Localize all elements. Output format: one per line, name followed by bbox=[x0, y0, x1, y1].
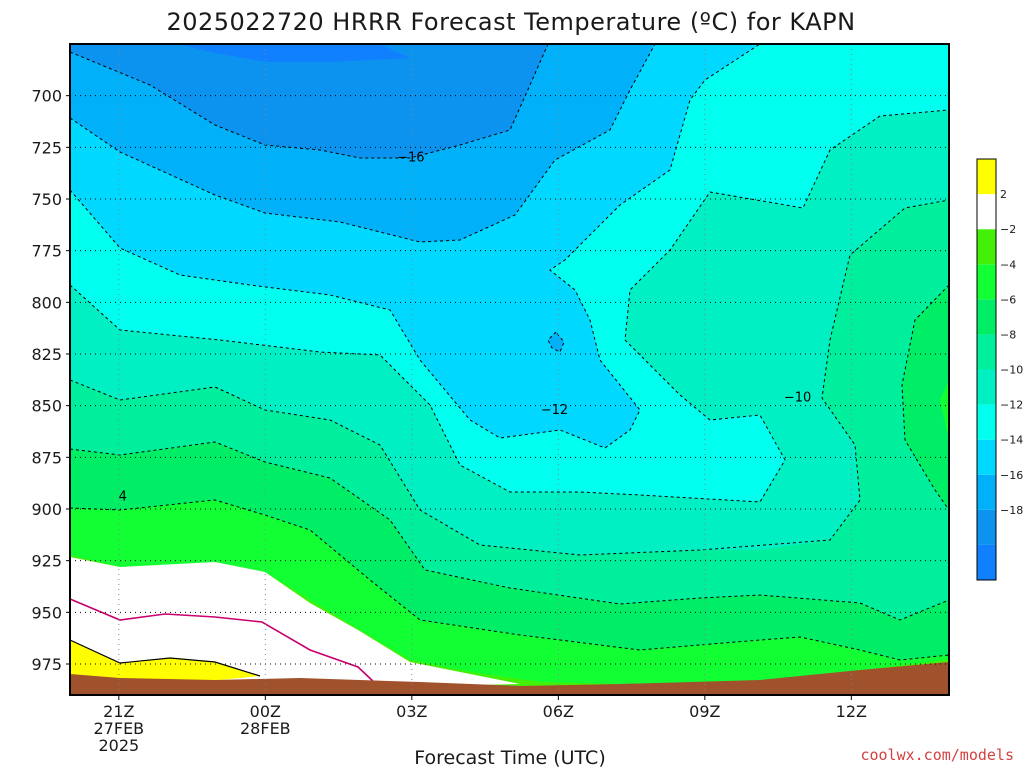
surface-contour bbox=[70, 639, 261, 677]
colorbar-label: −16 bbox=[1000, 469, 1023, 482]
colorbar-swatch bbox=[977, 264, 996, 300]
x-tick-label: 03Z bbox=[396, 702, 427, 721]
colorbar-swatch bbox=[977, 404, 996, 440]
colorbar-label: −8 bbox=[1000, 328, 1016, 341]
colorbar: 2 −2 −4 −6 −8 −10 −12 −14 −16 −18 bbox=[976, 158, 1023, 581]
contour-label: −16 bbox=[397, 151, 424, 166]
y-tick-label: 800 bbox=[31, 293, 62, 312]
colorbar-swatch bbox=[977, 544, 996, 580]
colorbar-label: −4 bbox=[1000, 258, 1016, 271]
contour-lines bbox=[70, 44, 949, 661]
colorbar-frame bbox=[976, 158, 997, 581]
grid bbox=[70, 44, 949, 695]
colorbar-label: −12 bbox=[1000, 399, 1023, 412]
colorbar-label: −18 bbox=[1000, 504, 1023, 517]
colorbar-label: −2 bbox=[1000, 223, 1016, 236]
contour-label: −12 bbox=[541, 403, 568, 418]
y-tick-label: 850 bbox=[31, 397, 62, 416]
x-tick-label: 00Z bbox=[250, 702, 281, 721]
colorbar-swatch bbox=[977, 159, 996, 195]
x-axis-label: Forecast Time (UTC) bbox=[414, 747, 605, 768]
chart-title: 2025022720 HRRR Forecast Temperature (ºC… bbox=[166, 8, 855, 36]
y-tick-label: 875 bbox=[31, 448, 62, 467]
x-tick-label: 27FEB bbox=[94, 719, 145, 738]
colorbar-label: 2 bbox=[1000, 188, 1007, 201]
y-tick-label: 700 bbox=[31, 87, 62, 106]
colorbar-label: −14 bbox=[1000, 434, 1023, 447]
colorbar-swatch bbox=[977, 194, 996, 230]
colorbar-swatch bbox=[977, 474, 996, 510]
temperature-field bbox=[70, 44, 949, 695]
x-tick-label: 06Z bbox=[543, 702, 574, 721]
y-tick-label: 750 bbox=[31, 190, 62, 209]
x-tick-label: 21Z bbox=[103, 702, 134, 721]
y-tick-label: 975 bbox=[31, 655, 62, 674]
x-tick-label: 2025 bbox=[98, 736, 139, 755]
colorbar-swatch bbox=[977, 299, 996, 335]
y-axis: 700 725 750 775 800 825 850 875 900 925 950 975 bbox=[31, 87, 70, 674]
colorbar-swatch bbox=[977, 334, 996, 370]
y-tick-label: 900 bbox=[31, 500, 62, 519]
y-tick-label: 925 bbox=[31, 552, 62, 571]
y-tick-label: 725 bbox=[31, 138, 62, 157]
x-tick-label: 28FEB bbox=[240, 719, 291, 738]
contour-label: −10 bbox=[784, 390, 811, 405]
band-minus16-to-minus14 bbox=[70, 44, 548, 158]
credit-text: coolwx.com/models bbox=[860, 746, 1014, 764]
band-minus18-to-minus16 bbox=[180, 44, 410, 62]
colorbar-label: −10 bbox=[1000, 364, 1023, 377]
y-tick-label: 950 bbox=[31, 603, 62, 622]
colorbar-swatch bbox=[977, 229, 996, 265]
ground bbox=[70, 662, 949, 695]
y-tick-label: 825 bbox=[31, 345, 62, 364]
colorbar-swatch bbox=[977, 369, 996, 405]
x-tick-label: 12Z bbox=[836, 702, 867, 721]
y-tick-label: 775 bbox=[31, 242, 62, 261]
contour-label: 4 bbox=[119, 490, 127, 505]
plot-frame bbox=[69, 43, 950, 696]
colorbar-label: −6 bbox=[1000, 293, 1016, 306]
band-minus2-right bbox=[940, 380, 949, 440]
colorbar-swatch bbox=[977, 439, 996, 475]
colorbar-swatch bbox=[977, 509, 996, 545]
contour-labels: −16 −12 −10 4 bbox=[119, 151, 812, 505]
x-tick-label: 09Z bbox=[689, 702, 720, 721]
band-minus8-to-minus6-right bbox=[200, 110, 949, 695]
